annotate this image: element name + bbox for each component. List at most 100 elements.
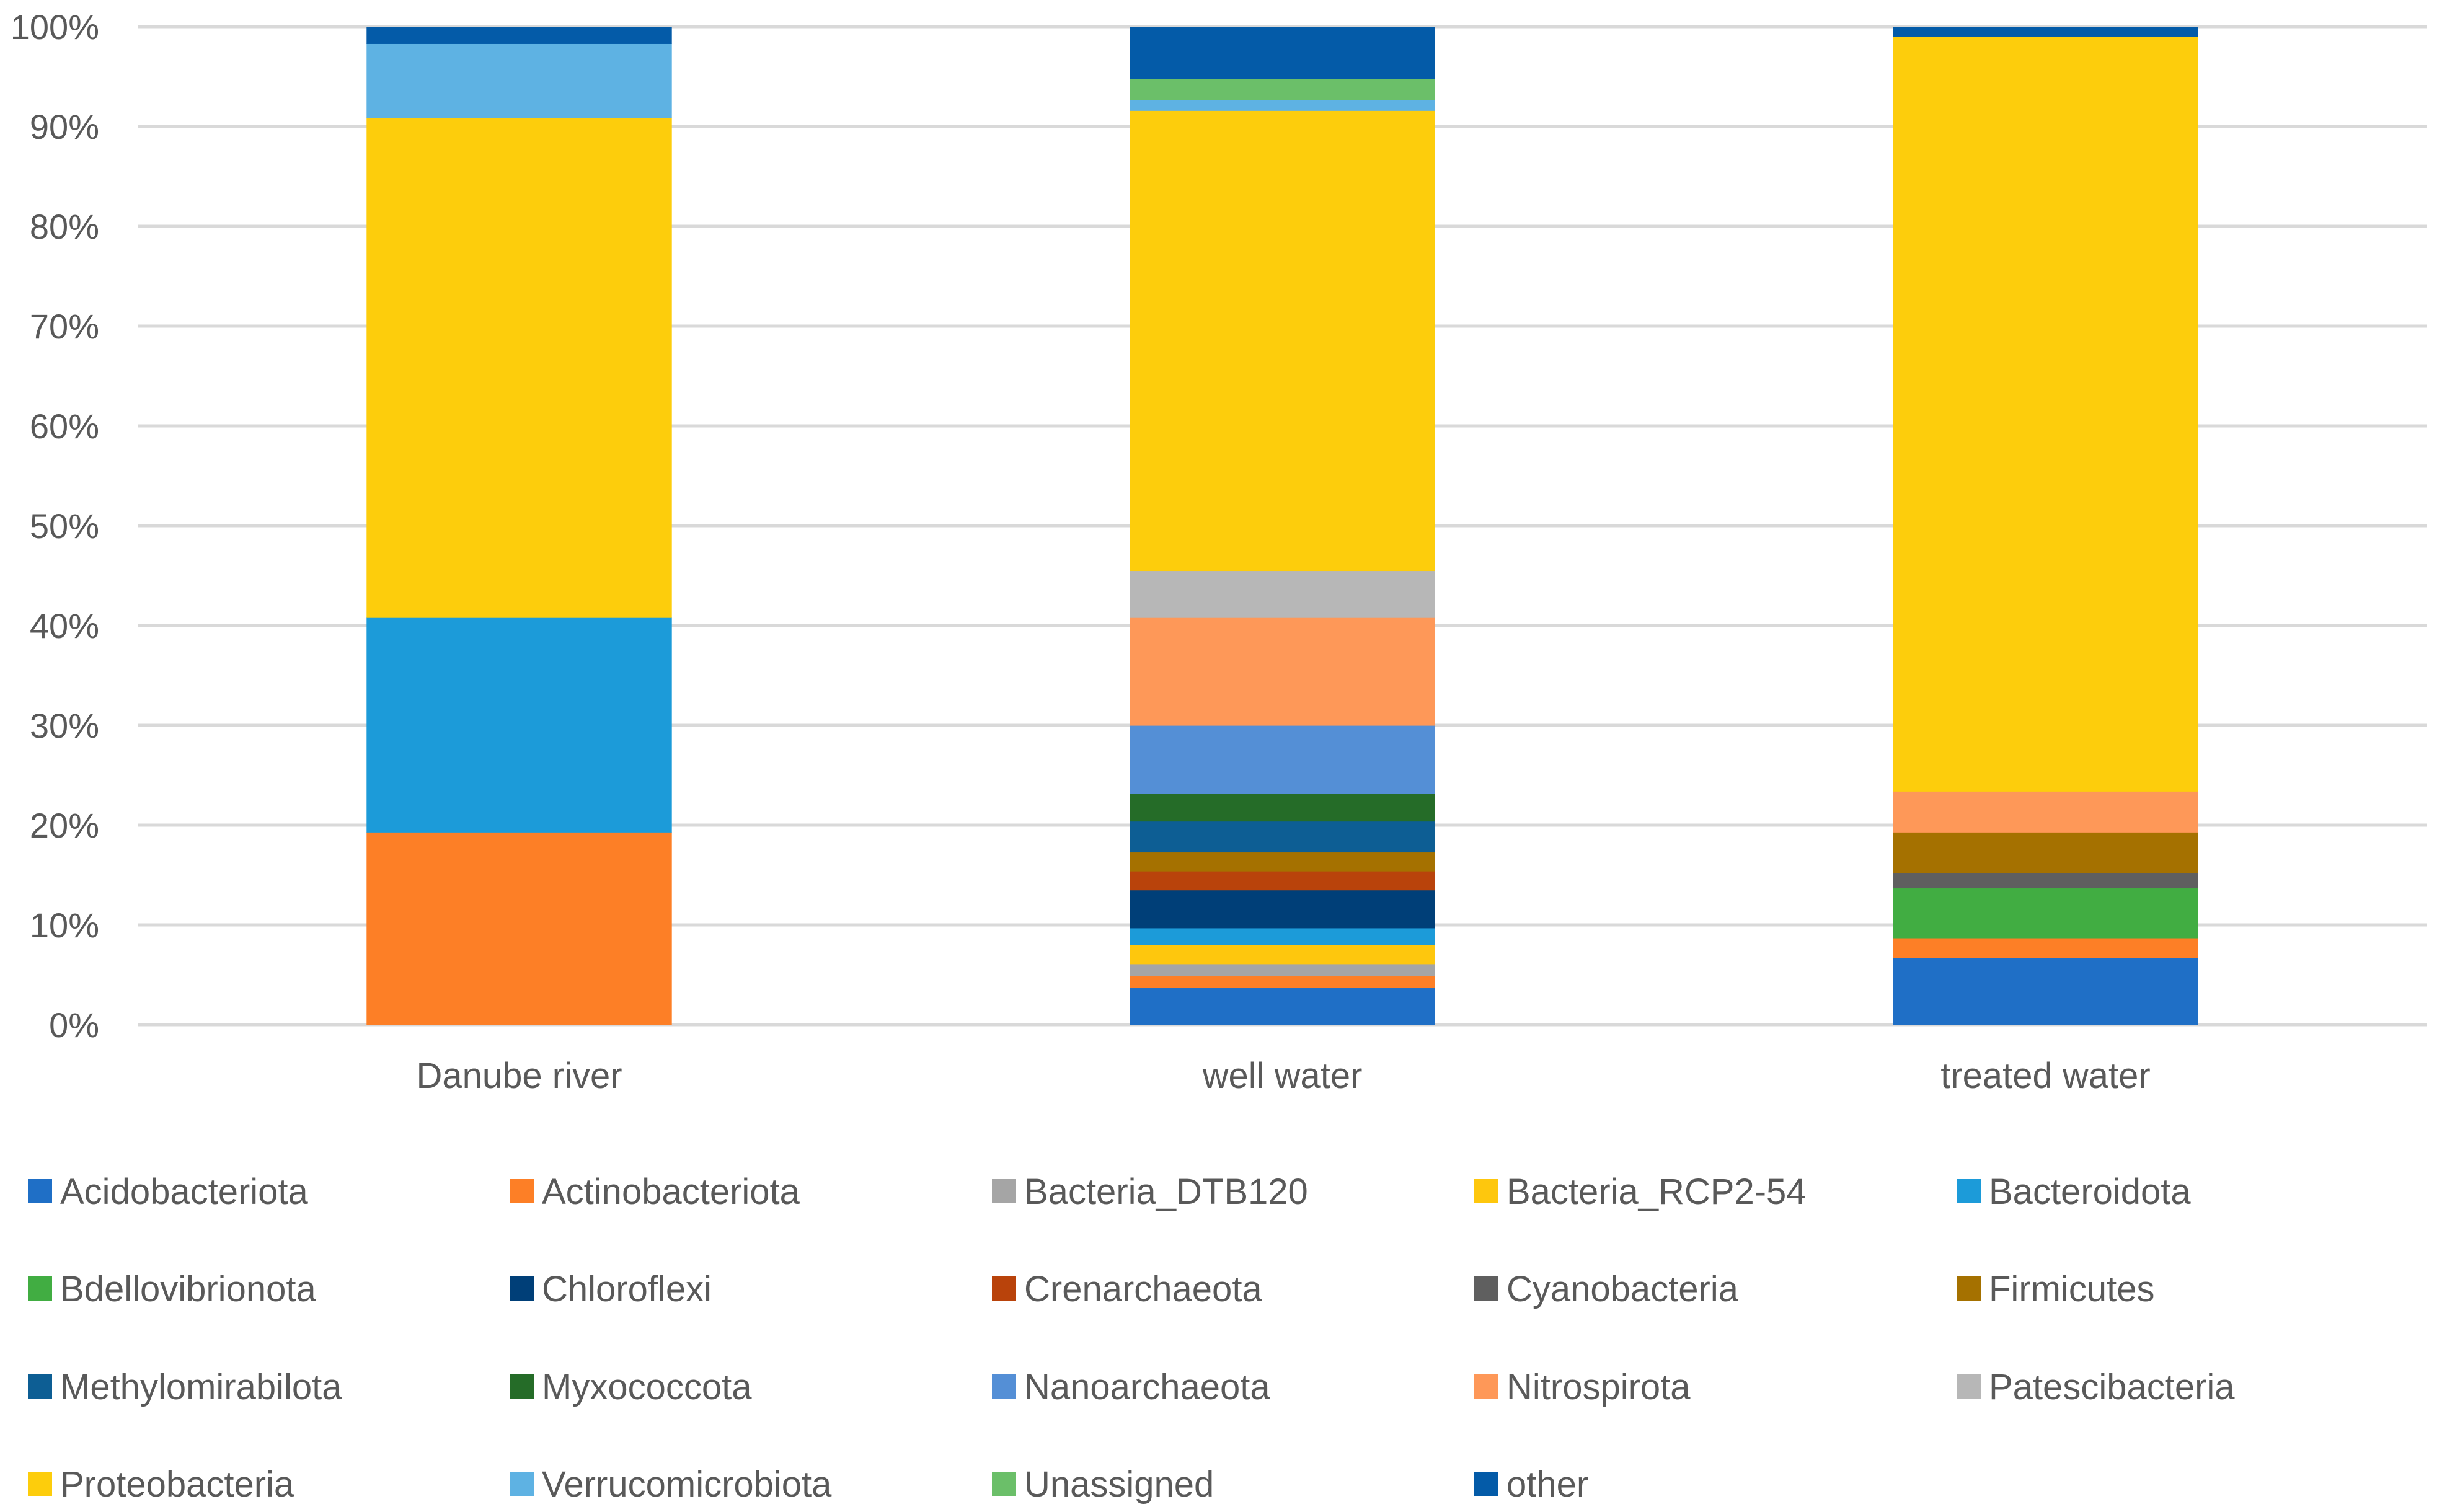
legend-label: Myxococcota	[542, 1367, 752, 1407]
legend-item: Bacteria_DTB120	[992, 1172, 1308, 1212]
bar-segment	[366, 43, 672, 118]
bar-segment	[366, 617, 672, 833]
bar-segment	[1130, 78, 1435, 100]
legend-swatch	[1474, 1276, 1498, 1301]
legend-item: Bdellovibrionota	[28, 1269, 316, 1309]
legend-swatch	[992, 1179, 1016, 1203]
legend-item: other	[1474, 1464, 1588, 1505]
bar-segment	[366, 832, 672, 1025]
x-category-label: treated water	[1940, 1056, 2151, 1096]
bar-segment	[1893, 958, 2198, 1025]
legend-item: Bacteroidota	[1957, 1172, 2191, 1212]
legend-item: Crenarchaeota	[992, 1269, 1262, 1309]
legend-label: Methylomirabilota	[60, 1367, 342, 1407]
y-tick-label: 80%	[30, 207, 99, 246]
legend-label: Bacteroidota	[1989, 1172, 2191, 1212]
legend-item: Unassigned	[992, 1464, 1214, 1505]
legend-item: Acidobacteriota	[28, 1172, 309, 1212]
bar-segment	[366, 117, 672, 618]
bar-segment	[1130, 617, 1435, 726]
legend-swatch	[1957, 1179, 1981, 1203]
bar-segment	[1130, 725, 1435, 794]
legend-item: Nitrospirota	[1474, 1367, 1691, 1407]
legend-swatch	[992, 1374, 1016, 1399]
legend-item: Bacteria_RCP2-54	[1474, 1172, 1807, 1212]
legend-item: Chloroflexi	[510, 1269, 712, 1309]
legend-swatch	[28, 1179, 52, 1203]
legend-item: Proteobacteria	[28, 1464, 294, 1505]
legend-label: Bdellovibrionota	[60, 1269, 316, 1309]
legend-label: Acidobacteriota	[60, 1172, 309, 1212]
legend-swatch	[1474, 1374, 1498, 1399]
bar-segment	[1130, 945, 1435, 965]
bar-stack	[366, 27, 672, 1025]
legend-label: Proteobacteria	[60, 1464, 294, 1505]
bar-segment	[1893, 873, 2198, 889]
legend-swatch	[992, 1276, 1016, 1301]
bar-segment	[1130, 852, 1435, 872]
bar-stack	[1893, 27, 2198, 1025]
y-tick-label: 0%	[49, 1006, 99, 1045]
x-axis-category-labels: Danube river well water treated water	[416, 1056, 2150, 1096]
legend-swatch	[1474, 1472, 1498, 1496]
bar-segment	[1893, 37, 2198, 792]
y-tick-label: 70%	[30, 307, 99, 346]
bar-segment	[1130, 890, 1435, 929]
y-tick-label: 20%	[30, 806, 99, 845]
bar-segment	[1130, 27, 1435, 79]
legend-label: Firmicutes	[1989, 1269, 2154, 1309]
x-category-label: well water	[1202, 1056, 1363, 1096]
legend-item: Nanoarchaeota	[992, 1367, 1270, 1407]
legend-label: Verrucomicrobiota	[542, 1464, 832, 1505]
legend-swatch	[510, 1179, 534, 1203]
legend-label: Actinobacteriota	[542, 1172, 800, 1212]
legend-swatch	[28, 1472, 52, 1496]
y-tick-label: 30%	[30, 706, 99, 745]
legend-swatch	[510, 1472, 534, 1496]
legend-item: Cyanobacteria	[1474, 1269, 1739, 1309]
y-tick-label: 100%	[11, 7, 99, 46]
bar-segment	[1130, 976, 1435, 989]
legend-item: Myxococcota	[510, 1367, 752, 1407]
y-axis-tick-labels: 0% 10% 20% 30% 40% 50% 60% 70% 80% 90% 100%	[11, 7, 99, 1045]
y-tick-label: 90%	[30, 107, 99, 146]
bar-segment	[1130, 963, 1435, 976]
legend-label: Cyanobacteria	[1506, 1269, 1739, 1309]
bar-segment	[1893, 791, 2198, 833]
legend-label: Chloroflexi	[542, 1269, 712, 1309]
bar-segment	[1130, 988, 1435, 1025]
bar-stack	[1130, 27, 1435, 1025]
legend-label: Nitrospirota	[1506, 1367, 1691, 1407]
y-tick-label: 10%	[30, 906, 99, 945]
legend-swatch	[1957, 1374, 1981, 1399]
bar-segment	[1130, 99, 1435, 111]
bar-segment	[1893, 937, 2198, 958]
bar-segment	[1130, 570, 1435, 618]
legend-swatch	[1474, 1179, 1498, 1203]
y-tick-label: 60%	[30, 407, 99, 446]
y-tick-label: 50%	[30, 506, 99, 546]
bar-segment	[1130, 793, 1435, 822]
legend-label: Nanoarchaeota	[1024, 1367, 1270, 1407]
legend-label: Patescibacteria	[1989, 1367, 2235, 1407]
legend-item: Patescibacteria	[1957, 1367, 2235, 1407]
bar-segment	[1130, 927, 1435, 945]
bar-segment	[1893, 27, 2198, 37]
legend-label: Unassigned	[1024, 1464, 1214, 1505]
bar-segment	[366, 27, 672, 44]
legend: Acidobacteriota Actinobacteriota Bacteria_…	[28, 1172, 2235, 1505]
legend-label: other	[1506, 1464, 1588, 1505]
legend-swatch	[28, 1374, 52, 1399]
legend-label: Bacteria_DTB120	[1024, 1172, 1308, 1212]
bar-segment	[1893, 832, 2198, 873]
y-tick-label: 40%	[30, 606, 99, 645]
legend-label: Crenarchaeota	[1024, 1269, 1262, 1309]
legend-swatch	[510, 1276, 534, 1301]
bars	[366, 27, 2198, 1025]
legend-swatch	[510, 1374, 534, 1399]
legend-item: Methylomirabilota	[28, 1367, 342, 1407]
legend-item: Verrucomicrobiota	[510, 1464, 832, 1505]
bar-segment	[1130, 871, 1435, 891]
